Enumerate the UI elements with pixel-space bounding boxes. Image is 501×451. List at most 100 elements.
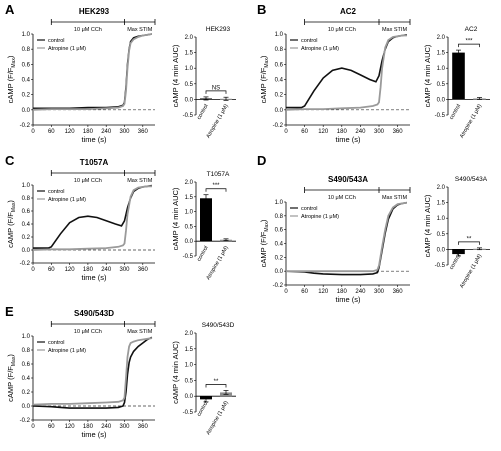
y-tick-label: -0.2 — [20, 418, 31, 424]
y-tick-label: 0.2 — [275, 93, 284, 99]
x-axis-label: time (s) — [82, 135, 108, 144]
bar-y-tick-label: 0.5 — [185, 224, 194, 230]
bar-y-axis-label: cAMP (4 min AUC) — [423, 194, 432, 257]
bar-title: HEK293 — [206, 26, 231, 33]
y-tick-label: 1.0 — [22, 183, 31, 189]
bar-y-tick-label: 0.5 — [185, 378, 194, 384]
bar-y-tick-label: 1.0 — [185, 66, 194, 72]
x-tick-label: 240 — [355, 129, 366, 135]
bar — [452, 52, 465, 100]
x-axis-label: time (s) — [336, 135, 362, 144]
significance-label: ** — [467, 236, 472, 242]
x-tick-label: 360 — [393, 289, 404, 295]
bar-y-tick-label: 0.5 — [437, 232, 446, 238]
bar-y-tick-label: -0.5 — [435, 263, 446, 269]
bar-y-tick-label: 0.0 — [185, 239, 194, 245]
bar-y-axis-label: cAMP (4 min AUC) — [171, 341, 180, 404]
panel-e: E S490/543D 10 μM CCh Max STIM -0.2 0.0 0.2 0.4… — [5, 304, 236, 439]
y-tick-label: 0.6 — [275, 62, 284, 68]
legend-label: Atropine (1 μM) — [301, 46, 339, 52]
line-chart: S490/543A 10 μM CCh Max STIM -0.2 0.0 0.2 0.4 0… — [259, 175, 411, 304]
bar-category-label: Atropine (1 μM) — [206, 245, 230, 281]
y-axis-label: cAMP (F/FMax) — [259, 219, 270, 267]
panel-label: E — [5, 304, 14, 319]
bar-y-tick-label: 2.0 — [185, 35, 194, 41]
bar-y-tick-label: 0.5 — [437, 82, 446, 88]
y-tick-label: 0.0 — [22, 404, 31, 410]
x-tick-label: 180 — [83, 129, 94, 135]
x-tick-label: 180 — [83, 424, 94, 430]
x-tick-label: 60 — [48, 129, 55, 135]
y-tick-label: 0.4 — [275, 242, 284, 248]
y-tick-label: 0.8 — [22, 348, 31, 354]
x-tick-label: 60 — [301, 129, 308, 135]
bar-y-tick-label: 1.0 — [437, 216, 446, 222]
bar-y-tick-label: 1.5 — [437, 51, 446, 57]
bar-y-tick-label: -0.5 — [183, 410, 194, 416]
x-tick-label: 180 — [337, 129, 348, 135]
legend-label: control — [48, 38, 65, 44]
x-tick-label: 360 — [138, 267, 149, 273]
panel-a: A HEK293 10 μM CCh Max STIM -0.2 0.0 0.2 0.4 0.6… — [5, 2, 236, 144]
bar-category-label: control — [449, 103, 462, 120]
bar-chart: S490/543D -0.5 0.0 0.5 1.0 1.5 2.0 cAMP (4 min … — [171, 322, 236, 436]
x-tick-label: 60 — [48, 267, 55, 273]
x-tick-label: 300 — [374, 289, 385, 295]
line-chart: T1057A 10 μM CCh Max STIM -0.2 0.0 0.2 0.4 0.6 0… — [6, 158, 156, 282]
line-chart: S490/543D 10 μM CCh Max STIM -0.2 0.0 0.2 0.4 0… — [6, 309, 156, 439]
x-tick-label: 300 — [119, 267, 130, 273]
y-tick-label: 0.6 — [22, 62, 31, 68]
bar-y-tick-label: -0.5 — [183, 113, 194, 119]
x-tick-label: 120 — [65, 129, 76, 135]
legend-label: Atropine (1 μM) — [48, 46, 86, 52]
x-tick-label: 360 — [138, 129, 149, 135]
bar-y-tick-label: 1.5 — [185, 195, 194, 201]
significance-bracket — [205, 90, 227, 94]
legend-label: control — [301, 38, 318, 44]
legend-label: Atropine (1 μM) — [48, 348, 86, 354]
y-tick-label: 0.4 — [22, 376, 31, 382]
series-line — [32, 185, 152, 251]
bar-y-tick-label: 0.0 — [185, 394, 194, 400]
chart-title: S490/543D — [74, 309, 114, 318]
stim-cch-label: 10 μM CCh — [74, 329, 102, 335]
y-axis-label: cAMP (F/FMax) — [259, 55, 270, 103]
stim-max-label: Max STIM — [127, 329, 152, 335]
bar-category-label: Atropine (1 μM) — [206, 400, 230, 436]
significance-label: *** — [212, 183, 220, 189]
x-tick-label: 120 — [318, 129, 329, 135]
stim-max-label: Max STIM — [127, 27, 152, 33]
y-tick-label: 0.6 — [22, 362, 31, 368]
significance-bracket — [458, 241, 480, 245]
bar-chart: S490/543A -0.5 0.0 0.5 1.0 1.5 2.0 cAMP (4 min … — [423, 176, 490, 289]
x-tick-label: 360 — [393, 129, 404, 135]
significance-label: ** — [214, 379, 219, 385]
significance-bracket — [205, 188, 227, 192]
x-tick-label: 360 — [138, 424, 149, 430]
x-tick-label: 240 — [101, 267, 112, 273]
y-tick-label: 0.0 — [22, 248, 31, 254]
stim-cch-label: 10 μM CCh — [328, 195, 356, 201]
x-axis-label: time (s) — [336, 295, 362, 304]
stim-max-label: Max STIM — [382, 27, 407, 33]
bar-title: S490/543A — [455, 176, 488, 183]
panel-label: D — [257, 153, 266, 168]
bar-y-tick-label: 0.5 — [185, 82, 194, 88]
bar-category-label: control — [196, 103, 209, 120]
x-tick-label: 300 — [374, 129, 385, 135]
y-tick-label: 0.8 — [275, 47, 284, 53]
legend-label: Atropine (1 μM) — [301, 214, 339, 220]
bar-title: S490/543D — [202, 322, 235, 329]
bar — [452, 249, 465, 255]
bar-y-axis-label: cAMP (4 min AUC) — [171, 44, 180, 107]
significance-label: NS — [212, 85, 220, 91]
x-tick-label: 300 — [119, 424, 130, 430]
x-tick-label: 0 — [284, 289, 288, 295]
bar-category-label: control — [196, 400, 209, 417]
bar-y-tick-label: 0.0 — [437, 247, 446, 253]
y-tick-label: 0.6 — [22, 209, 31, 215]
chart-title: T1057A — [80, 158, 109, 167]
x-tick-label: 180 — [83, 267, 94, 273]
y-axis-label: cAMP (F/FMax) — [6, 354, 17, 402]
y-tick-label: 0.8 — [22, 196, 31, 202]
